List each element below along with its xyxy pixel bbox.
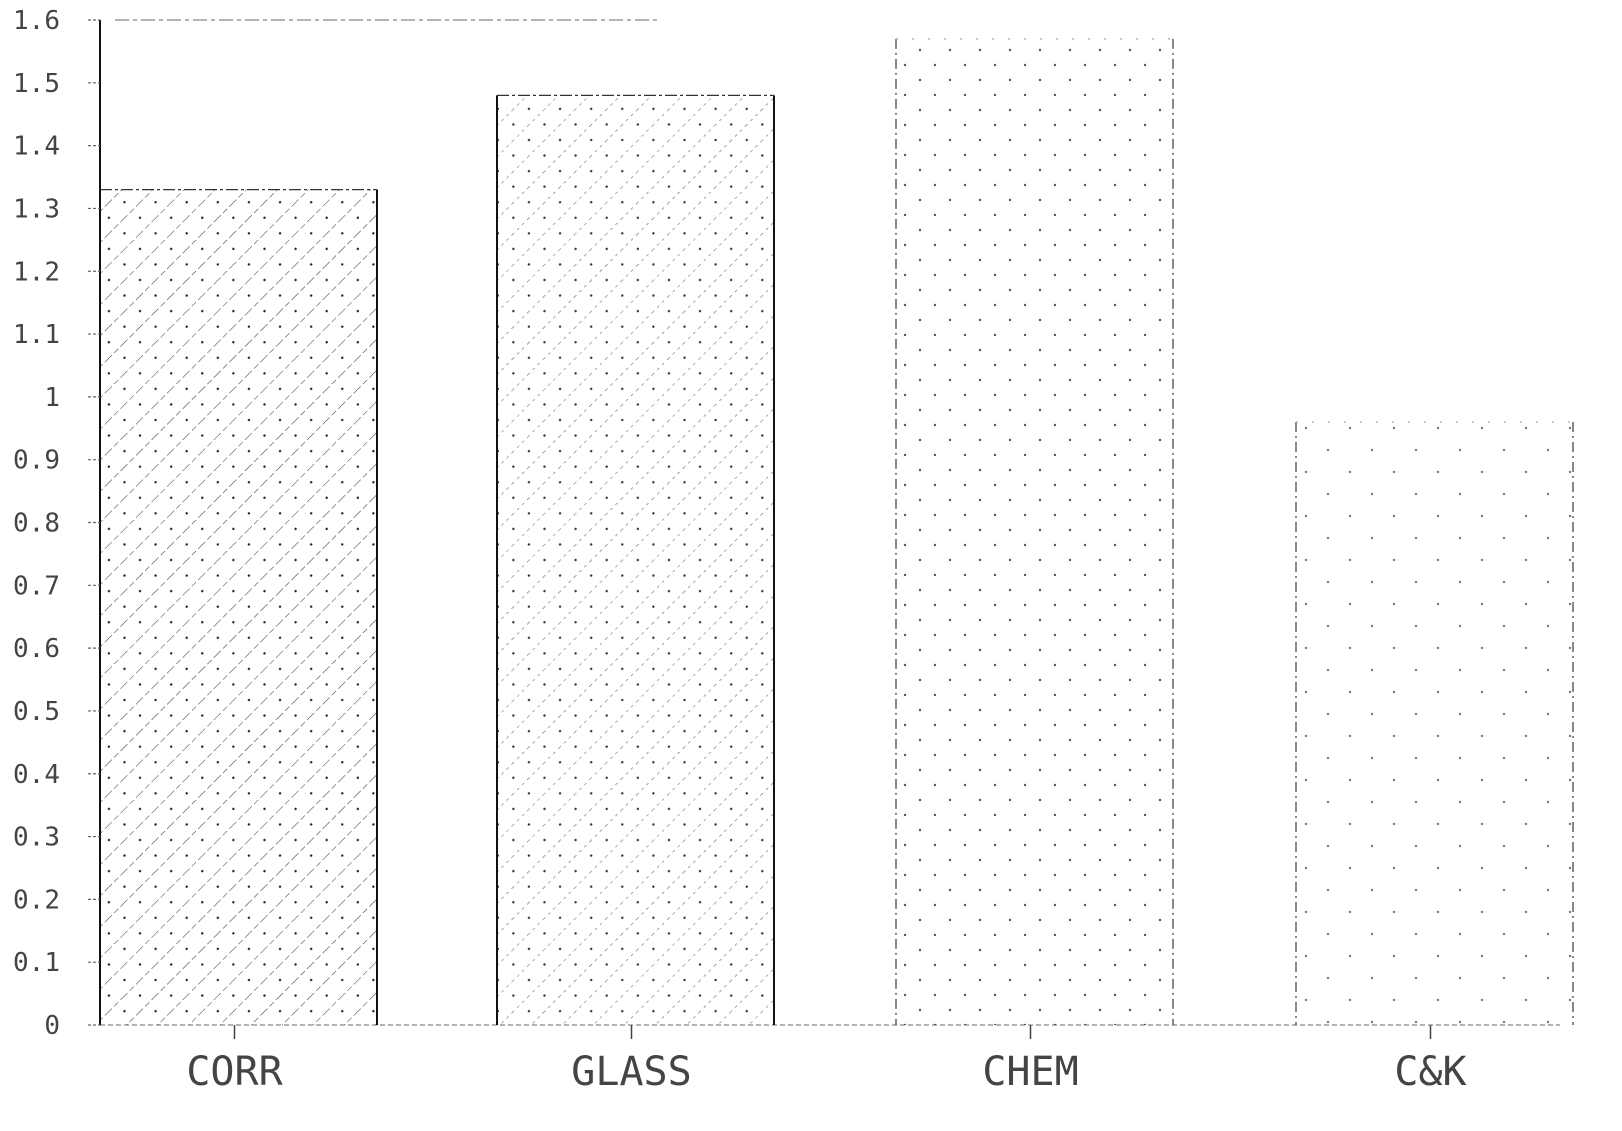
x-tick-label: C&K: [1394, 1049, 1466, 1095]
y-tick-label: 0.6: [13, 634, 60, 664]
y-tick-label: 0.1: [13, 948, 60, 978]
y-tick-label: 1.5: [13, 69, 60, 99]
x-tick-label: CHEM: [982, 1049, 1078, 1095]
x-tick-label: GLASS: [571, 1049, 691, 1095]
y-tick-label: 0.4: [13, 760, 60, 790]
y-tick-label: 1.3: [13, 194, 60, 224]
y-tick-label: 0.5: [13, 697, 60, 727]
x-tick-label: CORR: [186, 1049, 283, 1095]
y-tick-label: 0.7: [13, 571, 60, 601]
bar-corr: [100, 189, 377, 1025]
y-tick-label: 1.4: [13, 132, 60, 162]
y-tick-label: 0.2: [13, 885, 60, 915]
bar-glass: [497, 95, 774, 1025]
bars-layer: [99, 38, 1574, 1025]
y-tick-label: 0.8: [13, 509, 60, 539]
bar-chem: [896, 38, 1173, 1025]
y-axis: 0 0.1 0.2 0.3 0.4 0.5 0.6 0.7 0.8 0.9 1 1.1 1.2 1.3 1.…: [13, 6, 660, 1041]
y-tick-label: 1.2: [13, 257, 60, 287]
y-tick-label: 1.6: [13, 6, 60, 36]
y-tick-label: 0.9: [13, 446, 60, 476]
y-tick-label: 1: [44, 383, 60, 413]
y-tick-label: 0: [44, 1011, 60, 1041]
y-tick-label: 1.1: [13, 320, 60, 350]
x-axis: CORR GLASS CHEM C&K: [186, 1025, 1467, 1095]
y-tick-label: 0.3: [13, 823, 60, 853]
bar-ck: [1296, 422, 1573, 1025]
